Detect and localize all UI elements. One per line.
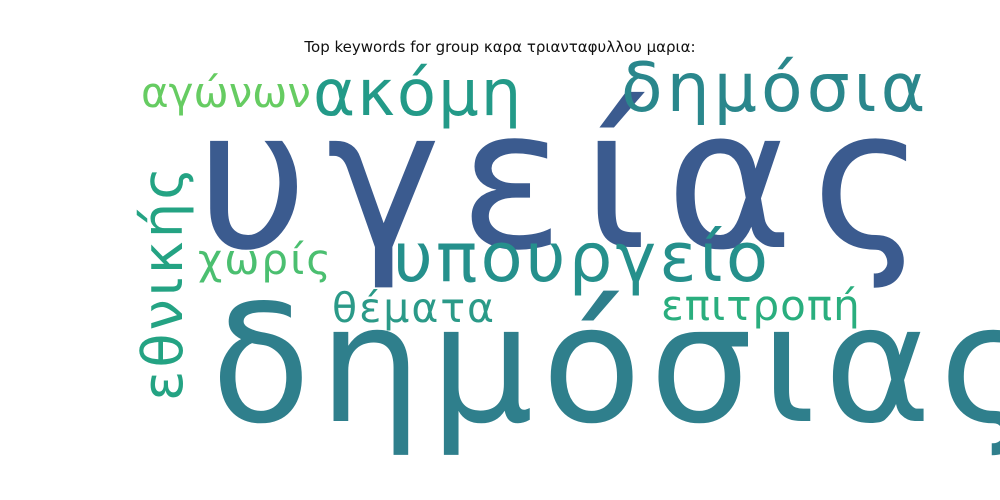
word-dimosias: δημόσιας	[211, 271, 1000, 460]
word-ygeias: υγείας	[196, 67, 944, 293]
word-themata: θέματα	[332, 284, 497, 332]
word-ethnikis: εθνικής	[131, 163, 196, 401]
chart-title: Top keywords for group καρα τριανταφυλλο…	[304, 38, 696, 56]
word-akomi: ακόμη	[313, 57, 524, 131]
word-epitropi: επιτροπή	[661, 281, 861, 330]
word-choris: χωρίς	[198, 235, 333, 284]
word-dimosia: δημόσια	[621, 49, 930, 128]
word-agonon: αγώνων	[141, 68, 311, 117]
word-ypourgeio: υπουργείο	[393, 218, 772, 298]
